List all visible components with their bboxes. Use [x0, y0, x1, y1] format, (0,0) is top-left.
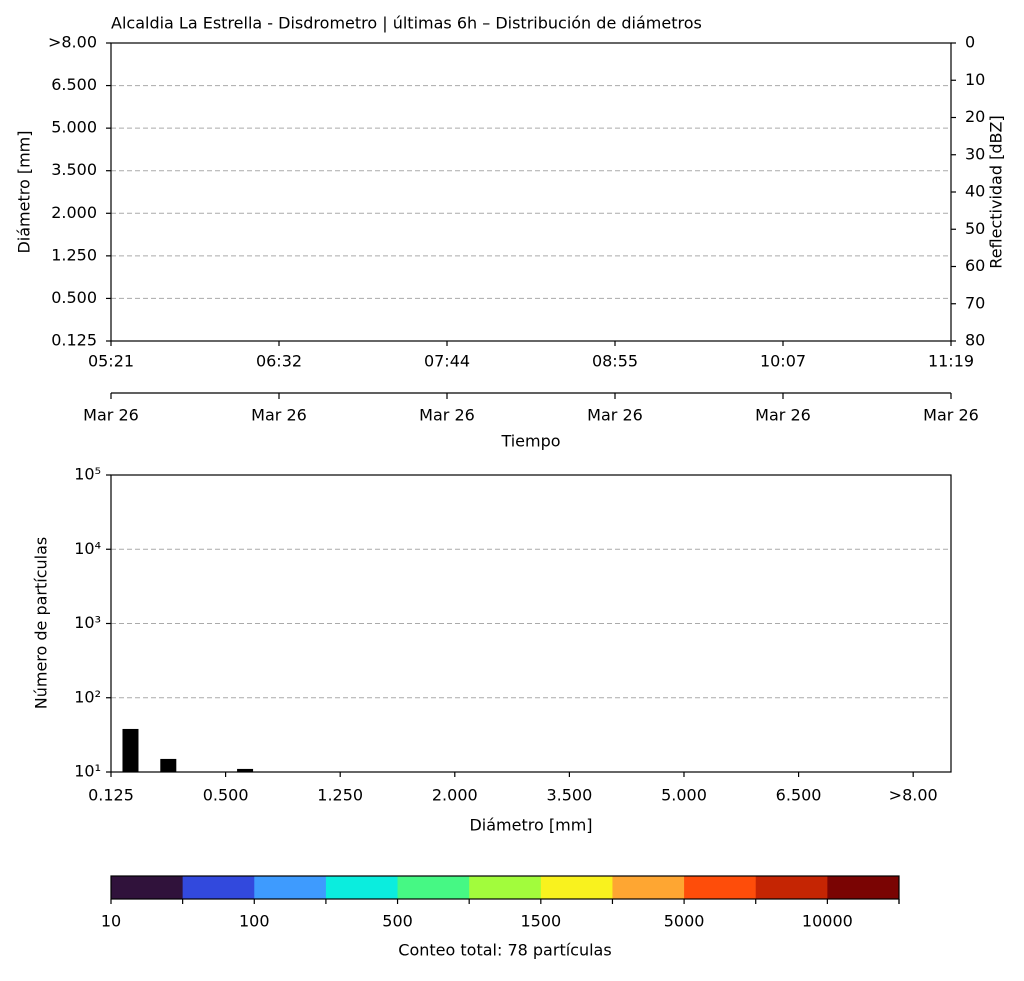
y-tick-label: 3.500 — [51, 160, 97, 179]
x-tick-label: 05:21 — [88, 352, 134, 371]
x-tick-label: 5.000 — [661, 786, 707, 805]
y2-tick-label: 20 — [965, 107, 985, 126]
x2-tick-label: Mar 26 — [251, 406, 307, 425]
chart-title: Alcaldia La Estrella - Disdrometro | últ… — [111, 14, 702, 33]
y-tick-label: 5.000 — [51, 118, 97, 137]
x-tick-label: 6.500 — [776, 786, 822, 805]
colorbar-tick-label: 5000 — [664, 912, 705, 931]
colorbar-label: Conteo total: 78 partículas — [398, 941, 611, 960]
y2-tick-label: 60 — [965, 256, 985, 275]
y2-axis-label: Reflectividad [dBZ] — [987, 115, 1006, 268]
x-tick-label: 1.250 — [317, 786, 363, 805]
y-tick-label: 10¹ — [74, 762, 101, 781]
x-tick-label: 2.000 — [432, 786, 478, 805]
x2-tick-label: Mar 26 — [923, 406, 979, 425]
colorbar-tick-label: 10000 — [802, 912, 853, 931]
y-tick-label: 2.000 — [51, 203, 97, 222]
x-axis-label: Tiempo — [500, 432, 560, 451]
y2-tick-label: 80 — [965, 331, 985, 350]
plot-frame — [110, 42, 952, 342]
colorbar-segment — [827, 876, 900, 899]
colorbar-frame — [110, 875, 900, 900]
colorbar-segment — [684, 876, 757, 899]
y2-tick-label: 10 — [965, 70, 985, 89]
colorbar-segment — [612, 876, 685, 899]
y2-tick-label: 50 — [965, 219, 985, 238]
colorbar-tick-label: 10 — [101, 912, 121, 931]
colorbar-segment — [254, 876, 327, 899]
y2-tick-label: 70 — [965, 293, 985, 312]
bar — [237, 768, 254, 772]
colorbar-tick-label: 1500 — [520, 912, 561, 931]
y-axis-label: Diámetro [mm] — [15, 130, 34, 253]
y-tick-label: 10⁵ — [74, 465, 101, 484]
x2-tick-label: Mar 26 — [83, 406, 139, 425]
y-tick-label: 10³ — [74, 613, 101, 632]
x-tick-label: >8.00 — [889, 786, 938, 805]
y-tick-label: >8.00 — [48, 33, 97, 52]
y-axis-label: Número de partículas — [32, 537, 51, 710]
bar — [122, 728, 139, 772]
y-tick-label: 0.500 — [51, 288, 97, 307]
colorbar-tick-label: 500 — [382, 912, 413, 931]
y2-tick-label: 30 — [965, 144, 985, 163]
x-tick-label: 11:19 — [928, 352, 974, 371]
x-tick-label: 08:55 — [592, 352, 638, 371]
x-tick-label: 0.125 — [88, 786, 134, 805]
x-axis-label: Diámetro [mm] — [469, 816, 592, 835]
y-tick-label: 0.125 — [51, 331, 97, 350]
colorbar-tick-label: 100 — [239, 912, 270, 931]
x2-tick-label: Mar 26 — [419, 406, 475, 425]
colorbar-segment — [111, 876, 184, 899]
colorbar-segment — [325, 876, 399, 899]
y-tick-label: 6.500 — [51, 75, 97, 94]
x-tick-label: 0.500 — [203, 786, 249, 805]
y2-tick-label: 0 — [965, 33, 975, 52]
x2-tick-label: Mar 26 — [587, 406, 643, 425]
x2-tick-label: Mar 26 — [755, 406, 811, 425]
colorbar-segment — [755, 876, 828, 899]
colorbar-segment — [182, 876, 255, 899]
colorbar-segment — [469, 876, 542, 899]
x-tick-label: 3.500 — [546, 786, 592, 805]
plot-frame — [110, 474, 952, 773]
colorbar-segment — [540, 876, 613, 899]
y-tick-label: 1.250 — [51, 245, 97, 264]
x-tick-label: 06:32 — [256, 352, 302, 371]
colorbar-segment — [397, 876, 470, 899]
y2-tick-label: 40 — [965, 182, 985, 201]
y-tick-label: 10⁴ — [74, 539, 101, 558]
x-tick-label: 10:07 — [760, 352, 806, 371]
y-tick-label: 10² — [74, 687, 101, 706]
x-tick-label: 07:44 — [424, 352, 470, 371]
bar — [160, 758, 177, 772]
